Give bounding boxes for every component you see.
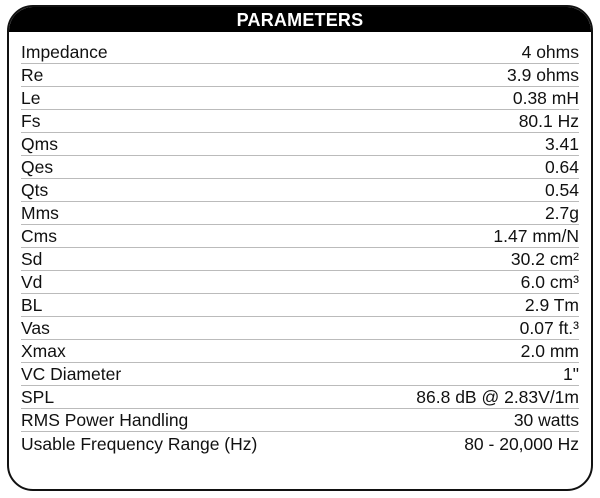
param-label: Vd xyxy=(21,272,43,292)
param-label: Usable Frequency Range (Hz) xyxy=(21,433,258,454)
parameters-table: PARAMETERS Impedance 4 ohms Re 3.9 ohms Le 0.… xyxy=(7,5,593,491)
param-value: 2.0 mm xyxy=(520,341,579,361)
param-value: 0.64 xyxy=(544,157,579,177)
param-label: VC Diameter xyxy=(21,364,122,384)
param-value: 4 ohms xyxy=(521,42,579,62)
param-label: Cms xyxy=(21,226,57,246)
table-row: Vd 6.0 cm³ xyxy=(21,271,579,294)
table-row: Qms 3.41 xyxy=(21,133,579,156)
param-label: Qms xyxy=(21,134,58,154)
table-row: SPL 86.8 dB @ 2.83V/1m xyxy=(21,386,579,409)
param-value: 1.47 mm/N xyxy=(493,226,579,246)
param-label: Mms xyxy=(21,203,59,223)
param-value: 3.41 xyxy=(544,134,579,154)
param-value: 0.38 mH xyxy=(512,88,579,108)
param-label: Xmax xyxy=(21,341,66,361)
param-value: 30 watts xyxy=(513,410,579,430)
table-row: Usable Frequency Range (Hz) 80 - 20,000 H… xyxy=(21,432,579,455)
table-title: PARAMETERS xyxy=(9,7,591,32)
table-row: Qes 0.64 xyxy=(21,156,579,179)
param-value: 0.07 ft.³ xyxy=(519,318,579,338)
param-value: 86.8 dB @ 2.83V/1m xyxy=(416,387,579,407)
param-value: 6.0 cm³ xyxy=(520,272,579,292)
param-label: Qes xyxy=(21,157,54,177)
table-body: Impedance 4 ohms Re 3.9 ohms Le 0.38 mH Fs 80.1… xyxy=(21,41,579,455)
table-row: Cms 1.47 mm/N xyxy=(21,225,579,248)
param-label: BL xyxy=(21,295,43,315)
param-value: 1" xyxy=(563,364,579,384)
param-value: 80.1 Hz xyxy=(518,111,579,131)
table-row: Qts 0.54 xyxy=(21,179,579,202)
table-row: RMS Power Handling 30 watts xyxy=(21,409,579,432)
param-label: Impedance xyxy=(21,42,108,62)
param-value: 2.9 Tm xyxy=(524,295,579,315)
table-row: BL 2.9 Tm xyxy=(21,294,579,317)
param-label: SPL xyxy=(21,387,55,407)
table-row: Fs 80.1 Hz xyxy=(21,110,579,133)
param-value: 2.7g xyxy=(544,203,579,223)
param-value: 0.54 xyxy=(544,180,579,200)
param-label: Fs xyxy=(21,111,41,131)
param-value: 30.2 cm² xyxy=(510,249,579,269)
param-label: Le xyxy=(21,88,41,108)
param-value: 80 - 20,000 Hz xyxy=(464,433,579,454)
table-row: Sd 30.2 cm² xyxy=(21,248,579,271)
param-label: Sd xyxy=(21,249,43,269)
table-row: Xmax 2.0 mm xyxy=(21,340,579,363)
table-row: Vas 0.07 ft.³ xyxy=(21,317,579,340)
table-row: Impedance 4 ohms xyxy=(21,41,579,64)
param-label: RMS Power Handling xyxy=(21,410,189,430)
table-row: VC Diameter 1" xyxy=(21,363,579,386)
param-value: 3.9 ohms xyxy=(507,65,579,85)
table-row: Re 3.9 ohms xyxy=(21,64,579,87)
param-label: Re xyxy=(21,65,44,85)
table-row: Le 0.38 mH xyxy=(21,87,579,110)
param-label: Vas xyxy=(21,318,50,338)
param-label: Qts xyxy=(21,180,49,200)
table-row: Mms 2.7g xyxy=(21,202,579,225)
